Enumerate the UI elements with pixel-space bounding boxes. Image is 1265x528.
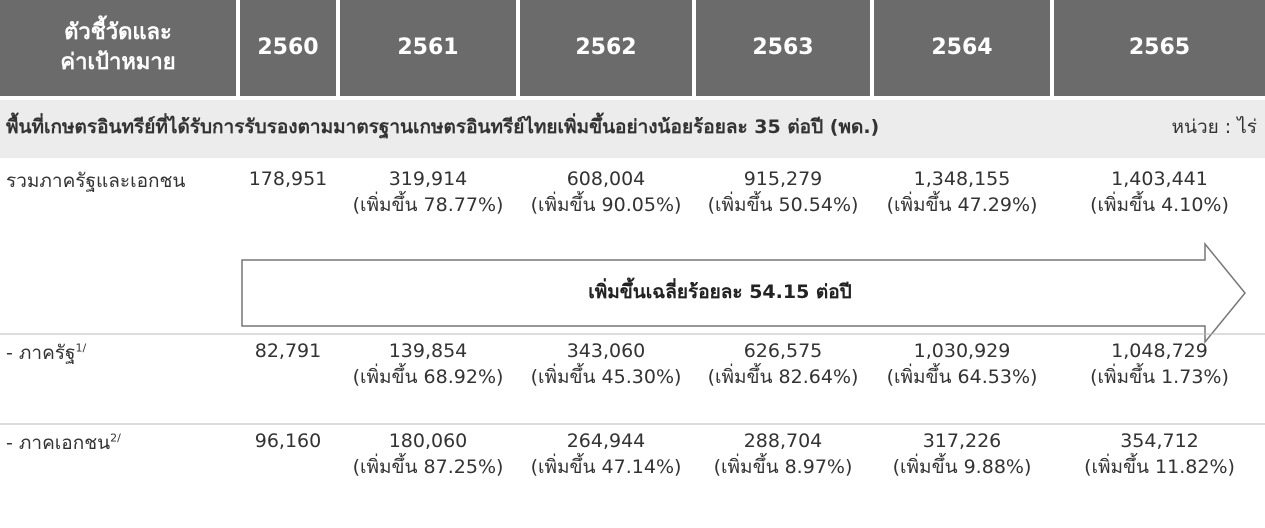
value-cell: 1,030,929 (เพิ่มขึ้น 64.53%) — [866, 338, 1058, 390]
value-cell: 608,004 (เพิ่มขึ้น 90.05%) — [512, 166, 700, 218]
change: (เพิ่มขึ้น 78.77%) — [352, 194, 504, 216]
row-label-text: - ภาครัฐ — [6, 342, 76, 364]
change: (เพิ่มขึ้น 47.29%) — [886, 194, 1038, 216]
value: 626,575 — [743, 340, 823, 362]
value-cell: 82,791 — [232, 338, 344, 364]
value: 1,403,441 — [1111, 168, 1208, 190]
value: 178,951 — [248, 168, 328, 190]
header-year: 2562 — [520, 0, 692, 96]
row-label: - ภาคเอกชน2/ — [0, 428, 236, 458]
value-cell: 180,060 (เพิ่มขึ้น 87.25%) — [332, 428, 524, 480]
value-cell: 139,854 (เพิ่มขึ้น 68.92%) — [332, 338, 524, 390]
unit: หน่วย : ไร่ — [1171, 116, 1257, 138]
header-year: 2563 — [696, 0, 870, 96]
value-cell: 288,704 (เพิ่มขึ้น 8.97%) — [688, 428, 878, 480]
value-cell: 343,060 (เพิ่มขึ้น 45.30%) — [512, 338, 700, 390]
value: 264,944 — [566, 430, 646, 452]
value-cell: 317,226 (เพิ่มขึ้น 9.88%) — [866, 428, 1058, 480]
value: 915,279 — [743, 168, 823, 190]
change: (เพิ่มขึ้น 47.14%) — [530, 456, 682, 478]
change: (เพิ่มขึ้น 1.73%) — [1090, 366, 1229, 388]
value: 1,348,155 — [913, 168, 1011, 190]
change: (เพิ่มขึ้น 8.97%) — [713, 456, 853, 478]
value-cell: 319,914 (เพิ่มขึ้น 78.77%) — [332, 166, 524, 218]
arrow — [241, 241, 1246, 345]
row-label-text: รวมภาครัฐและเอกชน — [6, 170, 186, 192]
value: 319,914 — [388, 168, 468, 190]
header-line: ตัวชี้วัดและ — [64, 20, 172, 45]
change: (เพิ่มขึ้น 45.30%) — [530, 366, 682, 388]
value: 343,060 — [566, 340, 646, 362]
value: 288,704 — [743, 430, 823, 452]
value: 317,226 — [922, 430, 1002, 452]
value-cell: 1,348,155 (เพิ่มขึ้น 47.29%) — [866, 166, 1058, 218]
footnote-mark: 1/ — [75, 341, 87, 355]
change: (เพิ่มขึ้น 87.25%) — [352, 456, 504, 478]
value-cell: 1,403,441 (เพิ่มขึ้น 4.10%) — [1046, 166, 1265, 218]
change: (เพิ่มขึ้น 82.64%) — [707, 366, 859, 388]
footnote-mark: 2/ — [110, 431, 121, 445]
row-label: - ภาครัฐ1/ — [0, 338, 236, 368]
arrow-label: เพิ่มขึ้นเฉลี่ยร้อยละ 54.15 ต่อปี — [588, 277, 851, 303]
value-cell: 626,575 (เพิ่มขึ้น 82.64%) — [688, 338, 878, 390]
value-cell: 915,279 (เพิ่มขึ้น 50.54%) — [688, 166, 878, 218]
row-label: รวมภาครัฐและเอกชน — [0, 166, 236, 196]
value: 180,060 — [388, 430, 468, 452]
change: (เพิ่มขึ้น 50.54%) — [707, 194, 859, 216]
change: (เพิ่มขึ้น 11.82%) — [1084, 456, 1235, 478]
change: (เพิ่มขึ้น 9.88%) — [892, 456, 1032, 478]
value-cell: 178,951 — [232, 166, 344, 192]
value: 1,048,729 — [1111, 340, 1208, 362]
header-year: 2561 — [340, 0, 516, 96]
value: 96,160 — [254, 430, 322, 452]
value-cell: 264,944 (เพิ่มขึ้น 47.14%) — [512, 428, 700, 480]
change: (เพิ่มขึ้น 68.92%) — [352, 366, 504, 388]
change: (เพิ่มขึ้น 4.10%) — [1090, 194, 1229, 216]
value: 1,030,929 — [913, 340, 1011, 362]
header-year: 2565 — [1054, 0, 1265, 96]
value: 354,712 — [1120, 430, 1199, 452]
value-cell: 1,048,729 (เพิ่มขึ้น 1.73%) — [1046, 338, 1265, 390]
section-title: พื้นที่เกษตรอินทรีย์ที่ได้รับการรับรองตา… — [6, 116, 880, 138]
value-cell: 354,712 (เพิ่มขึ้น 11.82%) — [1046, 428, 1265, 480]
row-label-text: - ภาคเอกชน — [6, 432, 111, 454]
value: 139,854 — [388, 340, 468, 362]
change: (เพิ่มขึ้น 64.53%) — [886, 366, 1038, 388]
header-cell: ตัวชี้วัดและค่าเป้าหมาย — [0, 0, 236, 96]
value: 82,791 — [254, 340, 322, 362]
section-band — [0, 100, 1265, 158]
header-line: ค่าเป้าหมาย — [60, 50, 176, 75]
value-cell: 96,160 — [232, 428, 344, 454]
value: 608,004 — [566, 168, 646, 190]
change: (เพิ่มขึ้น 90.05%) — [530, 194, 682, 216]
header-year: 2560 — [240, 0, 336, 96]
header-year: 2564 — [874, 0, 1050, 96]
